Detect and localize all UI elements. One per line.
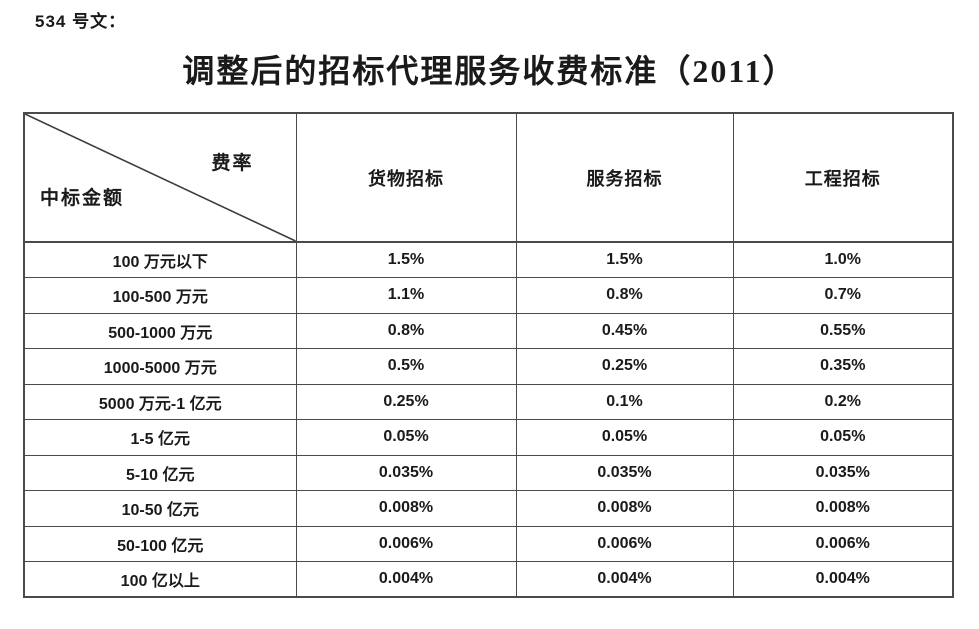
service-rate-cell: 0.035% [515,454,734,491]
engineering-rate-cell: 0.035% [732,454,954,491]
engineering-rate-cell: 1.0% [732,241,954,278]
fee-table: 费率 中标金额 货物招标 服务招标 工程招标 100 万元以下 1.5% 1.5… [23,112,954,598]
amount-range-cell: 100 亿以上 [23,561,297,598]
goods-rate-cell: 0.05% [295,419,517,456]
service-rate-cell: 0.006% [515,525,734,562]
goods-rate-cell: 0.25% [295,383,517,420]
doc-number-label: 534 号文： [35,12,127,31]
engineering-rate-cell: 0.7% [732,277,954,314]
table-row: 1000-5000 万元 0.5% 0.25% 0.35% [23,348,954,385]
amount-range-cell: 1000-5000 万元 [23,348,297,385]
goods-rate-cell: 0.8% [295,312,517,349]
table-row: 100-500 万元 1.1% 0.8% 0.7% [23,277,954,314]
service-rate-cell: 0.25% [515,348,734,385]
service-rate-cell: 0.05% [515,419,734,456]
table-row: 10-50 亿元 0.008% 0.008% 0.008% [23,490,954,527]
goods-rate-cell: 1.1% [295,277,517,314]
diagonal-divider-line [25,114,296,241]
amount-range-cell: 100 万元以下 [23,241,297,278]
service-rate-cell: 0.008% [515,490,734,527]
engineering-rate-cell: 0.35% [732,348,954,385]
page-title: 调整后的招标代理服务收费标准（2011） [182,53,797,89]
goods-rate-cell: 0.5% [295,348,517,385]
amount-range-cell: 1-5 亿元 [23,419,297,456]
engineering-rate-cell: 0.006% [732,525,954,562]
table-row: 500-1000 万元 0.8% 0.45% 0.55% [23,312,954,349]
table-row: 1-5 亿元 0.05% 0.05% 0.05% [23,419,954,456]
amount-range-cell: 5-10 亿元 [23,454,297,491]
corner-header-cell: 费率 中标金额 [23,112,297,243]
column-header-engineering: 工程招标 [732,112,954,243]
amount-range-cell: 500-1000 万元 [23,312,297,349]
amount-range-cell: 50-100 亿元 [23,525,297,562]
column-header-goods: 货物招标 [295,112,517,243]
amount-range-cell: 5000 万元-1 亿元 [23,383,297,420]
service-rate-cell: 0.8% [515,277,734,314]
service-rate-cell: 0.004% [515,561,734,598]
amount-range-cell: 100-500 万元 [23,277,297,314]
goods-rate-cell: 0.008% [295,490,517,527]
header-row: 费率 中标金额 货物招标 服务招标 工程招标 [23,112,954,243]
service-rate-cell: 0.1% [515,383,734,420]
goods-rate-cell: 0.004% [295,561,517,598]
table-row: 5-10 亿元 0.035% 0.035% 0.035% [23,454,954,491]
goods-rate-cell: 1.5% [295,241,517,278]
engineering-rate-cell: 0.2% [732,383,954,420]
corner-label-rate: 费率 [211,153,254,174]
engineering-rate-cell: 0.05% [732,419,954,456]
engineering-rate-cell: 0.004% [732,561,954,598]
goods-rate-cell: 0.035% [295,454,517,491]
engineering-rate-cell: 0.55% [732,312,954,349]
table-row: 5000 万元-1 亿元 0.25% 0.1% 0.2% [23,383,954,420]
service-rate-cell: 1.5% [515,241,734,278]
table-row: 50-100 亿元 0.006% 0.006% 0.006% [23,525,954,562]
table-row: 100 亿以上 0.004% 0.004% 0.004% [23,561,954,598]
corner-label-amount: 中标金额 [40,188,125,209]
service-rate-cell: 0.45% [515,312,734,349]
engineering-rate-cell: 0.008% [732,490,954,527]
column-header-service: 服务招标 [515,112,734,243]
table-row: 100 万元以下 1.5% 1.5% 1.0% [23,241,954,278]
amount-range-cell: 10-50 亿元 [23,490,297,527]
goods-rate-cell: 0.006% [295,525,517,562]
